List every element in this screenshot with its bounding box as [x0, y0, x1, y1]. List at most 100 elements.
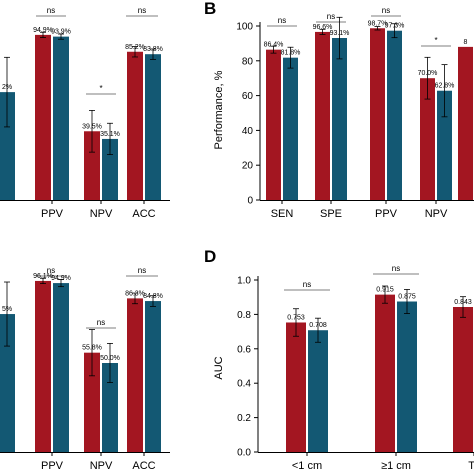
panel-A: PPV NPV ACC 94.9% 39.5% 85.2% 2% 93.9% 35.1% 83.8… — [0, 6, 170, 220]
bar-s1-2 — [84, 352, 100, 452]
panel-label: D — [204, 247, 216, 266]
bar-s2-2 — [102, 138, 118, 200]
bar-s1-2 — [453, 307, 473, 452]
data-label: 86.4% — [264, 42, 284, 49]
y-tick-label: 80 — [242, 56, 254, 67]
data-label: 39.5% — [82, 123, 102, 130]
bar-s2-3 — [145, 54, 161, 200]
significance-label: * — [99, 84, 102, 93]
data-label: 0.875 — [398, 294, 416, 301]
bar-s1-1 — [35, 280, 51, 452]
significance-label: ns — [278, 16, 286, 25]
x-tick-label: <1 cm — [292, 460, 322, 472]
data-label: 93.1% — [330, 30, 350, 37]
bar-s1-0 — [266, 49, 281, 200]
x-tick-label: PPV — [41, 460, 64, 472]
data-label: 62.8% — [435, 83, 455, 90]
bar-s2-0 — [308, 330, 328, 452]
data-label: 94.9% — [51, 275, 71, 282]
data-label: 96.6% — [313, 24, 333, 31]
x-tick-label: SPE — [320, 208, 342, 220]
x-tick-label: NPV — [90, 460, 113, 472]
data-label: 93.9% — [51, 29, 71, 36]
x-tick-label: NPV — [425, 208, 448, 220]
data-label: 85.2% — [125, 44, 145, 51]
y-tick-label: 0.6 — [237, 344, 251, 355]
bar-s2-2 — [102, 363, 118, 452]
y-tick-label: 0 — [247, 196, 253, 207]
bar-s2-1 — [53, 283, 69, 452]
y-tick-label: 1.0 — [237, 276, 251, 287]
significance-label: ns — [327, 12, 335, 21]
y-axis-title: AUC — [213, 356, 225, 379]
data-label: 98.7% — [368, 20, 388, 27]
significance-label: ns — [138, 266, 146, 275]
bar-s2-1 — [53, 36, 69, 200]
data-label: 0.753 — [287, 314, 305, 321]
y-axis-title: Performance, % — [213, 70, 225, 149]
bar-s2-0 — [0, 92, 15, 200]
bar-s1-3 — [127, 51, 143, 200]
significance-label: ns — [303, 280, 311, 289]
data-label: 50.0% — [100, 355, 120, 362]
significance-label: ns — [47, 266, 55, 275]
y-tick-label: 0.8 — [237, 310, 251, 321]
bar-s1-4 — [458, 46, 473, 200]
bar-s2-0 — [283, 57, 298, 200]
panel-C: PPV NPV ACC 96.1% 55.8% 86.3% 5% 94.9% 50.0% 84.8… — [0, 266, 170, 472]
bar-s2-3 — [437, 90, 452, 200]
panel-label: B — [204, 0, 216, 18]
bar-s1-1 — [375, 294, 395, 452]
data-label: 86.3% — [125, 290, 145, 297]
bar-s1-3 — [127, 298, 143, 452]
bar-s1-0 — [286, 322, 306, 452]
panel-D: D AUC 0.0 0.2 0.4 0.6 0.8 1.0 <1 cm ≥1 cm To 0.753 0… — [204, 247, 474, 472]
bar-s2-1 — [332, 38, 347, 201]
x-tick-label: NPV — [90, 208, 113, 220]
panel-B: B Performance, % 0 20 40 60 80 100 SEN SPE PPV NPV 8… — [204, 0, 474, 220]
significance-label: ns — [97, 318, 105, 327]
data-label: 84.8% — [143, 293, 163, 300]
data-label: 81.8% — [281, 50, 301, 57]
x-tick-label: PPV — [41, 208, 64, 220]
y-tick-label: 40 — [242, 126, 254, 137]
y-tick-label: 0.2 — [237, 413, 251, 424]
data-label: 96.1% — [33, 273, 53, 280]
x-tick-label: ≥1 cm — [381, 460, 411, 472]
data-label: 35.1% — [100, 131, 120, 138]
data-label: 97.3% — [385, 23, 405, 30]
significance-label: * — [434, 36, 437, 45]
data-label: 8 — [464, 39, 468, 46]
data-label: 55.8% — [82, 345, 102, 352]
data-label: 94.9% — [33, 27, 53, 34]
significance-label: ns — [138, 6, 146, 15]
y-tick-label: 100 — [236, 22, 253, 33]
y-tick-label: 0.4 — [237, 379, 251, 390]
x-tick-label: To — [468, 460, 474, 472]
bar-s2-2 — [387, 30, 402, 201]
y-tick-label: 60 — [242, 91, 254, 102]
x-tick-label: PPV — [375, 208, 398, 220]
data-label: 0.708 — [309, 322, 327, 329]
data-label: 70.0% — [418, 70, 438, 77]
significance-label: ns — [382, 6, 390, 15]
bar-s1-2 — [370, 28, 385, 201]
x-tick-label: ACC — [132, 208, 155, 220]
bar-s1-3 — [420, 78, 435, 200]
significance-label: ns — [392, 264, 400, 273]
bar-s1-1 — [315, 31, 330, 200]
bar-s2-3 — [145, 301, 161, 452]
x-tick-label: SEN — [271, 208, 294, 220]
data-label: 0.915 — [376, 287, 394, 294]
y-tick-label: 20 — [242, 161, 254, 172]
data-label: 83.8% — [143, 46, 163, 53]
bar-s2-1 — [397, 301, 417, 452]
bar-s1-2 — [84, 131, 100, 200]
x-tick-label: ACC — [132, 460, 155, 472]
data-label: 2% — [2, 84, 12, 91]
data-label: 0.843 — [454, 299, 472, 306]
significance-label: ns — [47, 6, 55, 15]
data-label: 5% — [2, 306, 12, 313]
bar-s2-0 — [0, 314, 15, 452]
